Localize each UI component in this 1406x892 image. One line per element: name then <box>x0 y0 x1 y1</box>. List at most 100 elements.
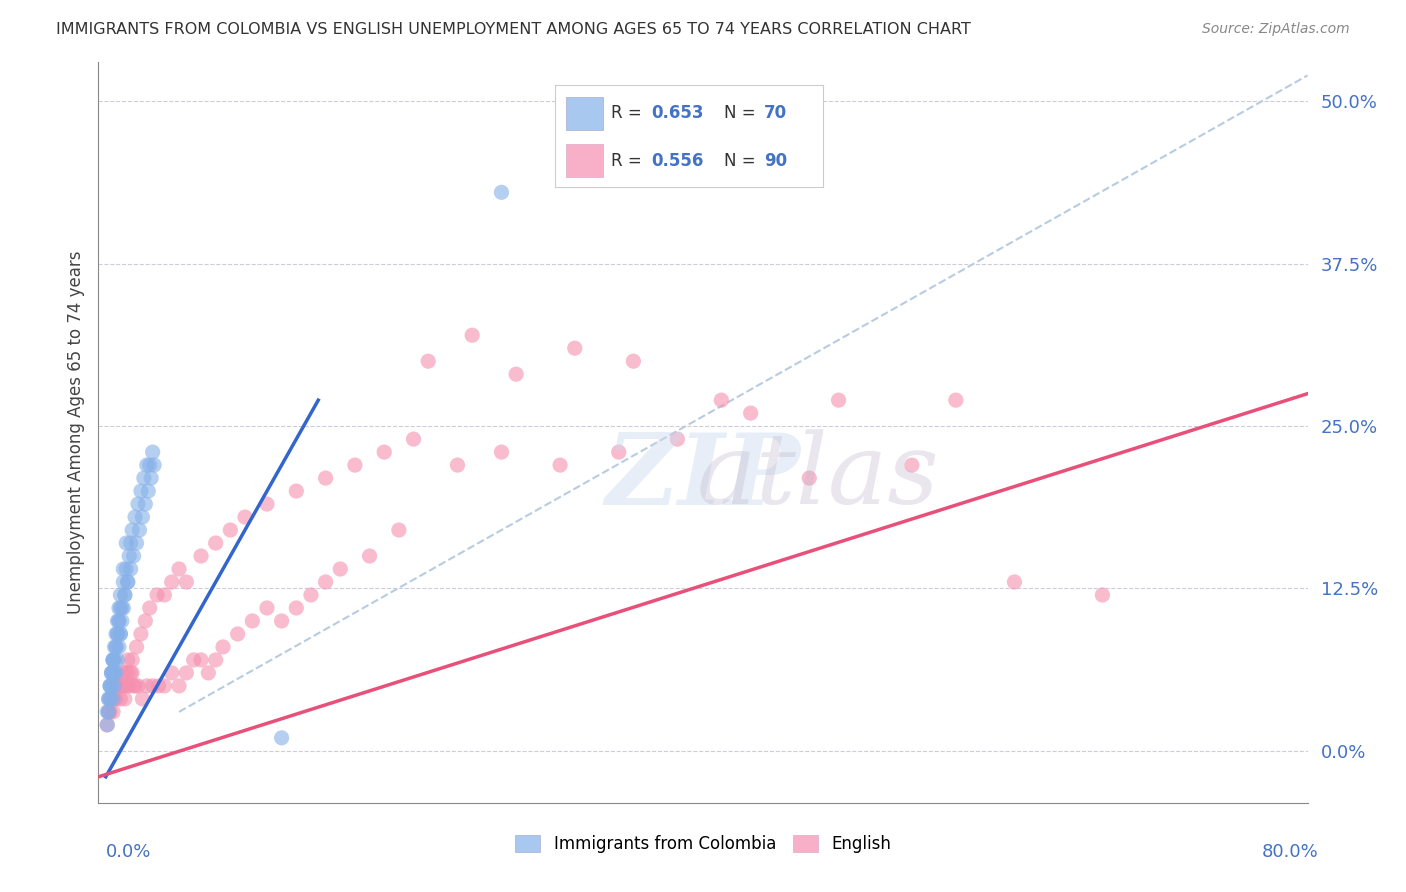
Point <box>110 692 132 706</box>
Point <box>548 458 571 472</box>
FancyBboxPatch shape <box>567 145 603 177</box>
Point <box>167 679 190 693</box>
Point <box>101 665 124 680</box>
Point <box>146 588 169 602</box>
Point <box>131 692 153 706</box>
Point <box>111 601 134 615</box>
Point <box>285 601 308 615</box>
Point <box>100 665 122 680</box>
Y-axis label: Unemployment Among Ages 65 to 74 years: Unemployment Among Ages 65 to 74 years <box>66 251 84 615</box>
Point <box>143 458 166 472</box>
Point <box>97 705 120 719</box>
Point <box>226 627 249 641</box>
Point <box>329 562 352 576</box>
Point <box>945 393 967 408</box>
Point <box>127 679 149 693</box>
Point <box>101 692 124 706</box>
Point <box>491 445 513 459</box>
Point <box>505 367 527 381</box>
Point <box>270 731 292 745</box>
Point <box>105 640 128 654</box>
Point <box>111 665 134 680</box>
Point <box>117 574 139 589</box>
Point <box>115 562 138 576</box>
Point <box>142 445 165 459</box>
Point <box>128 523 150 537</box>
Point <box>160 574 183 589</box>
Point <box>315 471 337 485</box>
Point <box>219 523 242 537</box>
Point <box>100 692 122 706</box>
Point <box>114 665 136 680</box>
Point <box>153 588 176 602</box>
Point <box>101 653 124 667</box>
Point <box>101 692 124 706</box>
Point <box>97 705 120 719</box>
Point <box>799 471 821 485</box>
Text: 80.0%: 80.0% <box>1263 843 1319 861</box>
Point <box>112 601 135 615</box>
Point <box>103 640 125 654</box>
Point <box>121 523 143 537</box>
FancyBboxPatch shape <box>567 97 603 130</box>
Point <box>827 393 849 408</box>
Point <box>96 718 118 732</box>
Point <box>124 510 146 524</box>
Point <box>153 679 176 693</box>
Point <box>103 653 125 667</box>
Point <box>1091 588 1114 602</box>
Point <box>135 679 157 693</box>
Point <box>138 458 160 472</box>
Point <box>101 653 124 667</box>
Text: Source: ZipAtlas.com: Source: ZipAtlas.com <box>1202 22 1350 37</box>
Point <box>108 614 131 628</box>
Point <box>118 679 141 693</box>
Point <box>107 627 129 641</box>
Text: ZIP: ZIP <box>606 429 800 525</box>
Point <box>98 679 121 693</box>
Text: N =: N = <box>724 104 761 122</box>
Point <box>138 601 160 615</box>
Point <box>105 665 128 680</box>
Point <box>118 549 141 563</box>
Point <box>122 679 145 693</box>
Point <box>115 679 138 693</box>
Point <box>212 640 235 654</box>
Point <box>108 614 131 628</box>
Point <box>121 665 143 680</box>
Point <box>100 665 122 680</box>
Point <box>136 484 159 499</box>
Point <box>461 328 484 343</box>
Text: R =: R = <box>612 152 648 169</box>
Text: 90: 90 <box>763 152 787 169</box>
Point <box>418 354 440 368</box>
Point <box>446 458 468 472</box>
Point <box>117 653 139 667</box>
Point <box>621 354 644 368</box>
Point <box>359 549 381 563</box>
Point <box>125 640 148 654</box>
Point <box>233 510 256 524</box>
Point <box>240 614 263 628</box>
Point <box>491 186 513 200</box>
Point <box>110 627 132 641</box>
Point <box>134 497 156 511</box>
Point <box>114 588 136 602</box>
Point <box>110 588 132 602</box>
Point <box>107 627 129 641</box>
Point <box>120 536 142 550</box>
Point <box>607 445 630 459</box>
Point <box>105 692 128 706</box>
Point <box>740 406 762 420</box>
Text: 0.653: 0.653 <box>651 104 704 122</box>
Point <box>388 523 411 537</box>
Point <box>167 562 190 576</box>
Point <box>114 588 136 602</box>
Point <box>204 536 226 550</box>
Point <box>120 562 142 576</box>
Point <box>103 679 125 693</box>
Point <box>373 445 395 459</box>
Point <box>121 653 143 667</box>
Point <box>108 679 131 693</box>
Point <box>117 665 139 680</box>
